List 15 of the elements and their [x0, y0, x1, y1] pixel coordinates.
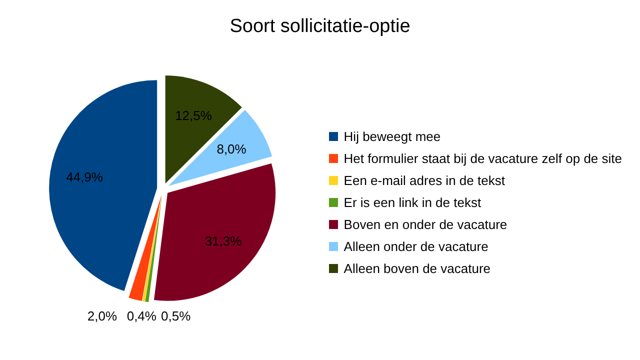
legend-label: Boven en onder de vacature	[344, 216, 508, 232]
data-label: 44,9%	[66, 169, 104, 184]
legend-label: Hij beweegt mee	[344, 128, 441, 144]
data-label: 31,3%	[204, 233, 242, 248]
data-label: 0,4%	[126, 308, 157, 324]
legend-label: Alleen boven de vacature	[344, 260, 491, 276]
chart-title: Soort sollicitatie-optie	[228, 15, 412, 39]
legend-label: Het formulier staat bij de vacature zelf op de site	[344, 150, 622, 166]
data-label: 8,0%	[216, 141, 247, 156]
legend-label: Er is een link in de tekst	[344, 194, 482, 210]
data-label: 0,5%	[161, 308, 192, 324]
legend-label: Alleen onder de vacature	[344, 238, 488, 254]
data-label: 2,0%	[87, 308, 118, 324]
legend-label: Een e-mail adres in de tekst	[344, 172, 505, 188]
data-label: 12,5%	[175, 108, 212, 124]
